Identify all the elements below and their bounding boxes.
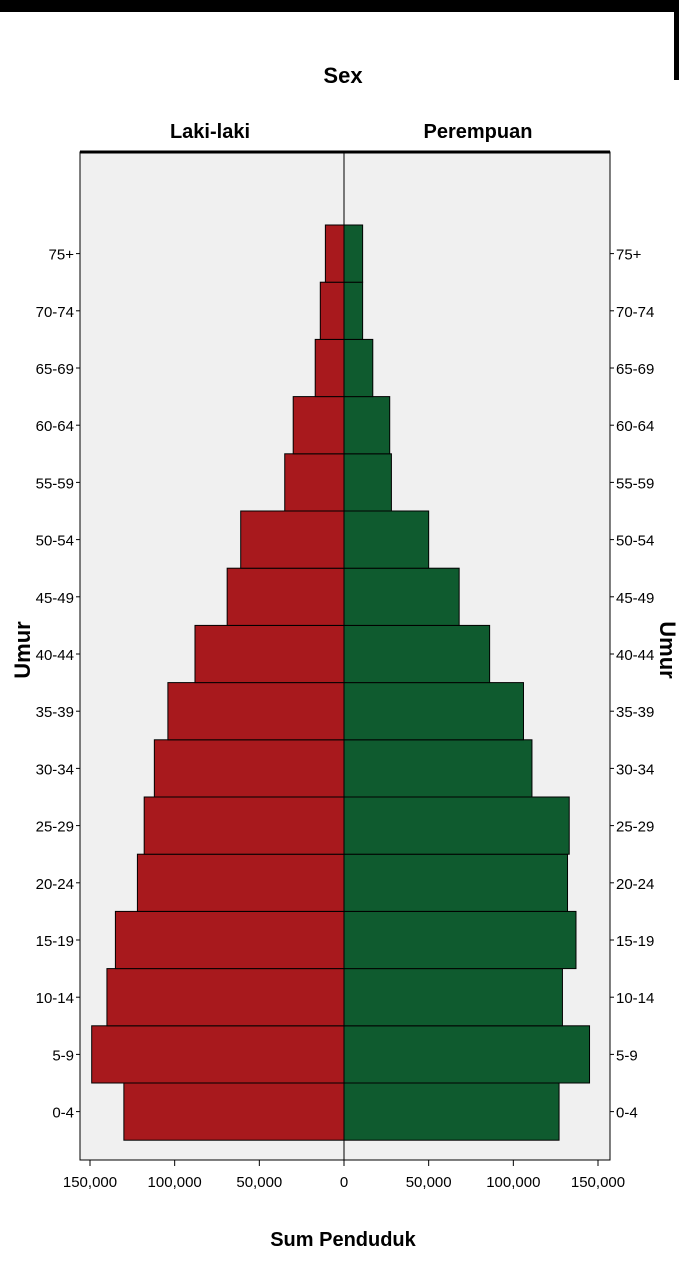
x-tick-label: 150,000 <box>571 1174 625 1191</box>
bar-perempuan-40-44 <box>343 624 491 684</box>
x-axis-label: Sum Penduduk <box>270 1229 416 1251</box>
y-tick-label-left: 25-29 <box>36 819 74 836</box>
y-tick-label-left: 15-19 <box>36 933 74 950</box>
x-tick-label: 100,000 <box>148 1174 202 1191</box>
bar-laki-laki-70-74 <box>319 281 345 340</box>
bar-perempuan-65-69 <box>343 338 374 398</box>
y-tick-label-right: 45-49 <box>616 590 654 607</box>
bar-laki-laki-30-34 <box>153 739 345 798</box>
bar-laki-laki-40-44 <box>194 624 345 684</box>
bar-perempuan-5-9 <box>343 1025 591 1084</box>
top-border <box>0 0 679 12</box>
bar-laki-laki-55-59 <box>284 453 345 512</box>
y-tick-label-left: 45-49 <box>36 590 74 607</box>
bar-laki-laki-65-69 <box>314 338 345 398</box>
y-tick-label-right: 20-24 <box>616 876 654 893</box>
y-tick-label-right: 50-54 <box>616 533 654 550</box>
bar-perempuan-45-49 <box>343 567 460 626</box>
y-tick-label-left: 60-64 <box>36 418 74 435</box>
bar-laki-laki-10-14 <box>106 968 345 1027</box>
bar-perempuan-35-39 <box>343 682 524 741</box>
y-tick-label-left: 30-34 <box>36 761 74 778</box>
x-tick-label: 50,000 <box>236 1174 282 1191</box>
y-tick-label-right: 10-14 <box>616 990 654 1007</box>
y-tick-label-right: 60-64 <box>616 418 654 435</box>
y-tick-label-right: 0-4 <box>616 1105 638 1122</box>
y-tick-label-right: 75+ <box>616 247 642 264</box>
x-tick-label: 150,000 <box>63 1174 117 1191</box>
y-tick-label-left: 40-44 <box>36 647 74 664</box>
x-tick-label: 50,000 <box>406 1174 452 1191</box>
bar-laki-laki-0-4 <box>123 1082 345 1141</box>
bar-perempuan-60-64 <box>343 396 391 455</box>
bar-laki-laki-35-39 <box>167 682 345 741</box>
y-tick-label-right: 40-44 <box>616 647 654 664</box>
bar-perempuan-50-54 <box>343 510 430 569</box>
bar-perempuan-15-19 <box>343 910 577 970</box>
panel-label-perempuan: Perempuan <box>424 121 533 143</box>
y-tick-label-right: 55-59 <box>616 475 654 492</box>
panel-label-laki-laki: Laki-laki <box>170 121 250 143</box>
bar-laki-laki-75+ <box>324 224 345 283</box>
bar-perempuan-55-59 <box>343 453 392 512</box>
bar-perempuan-20-24 <box>343 853 569 912</box>
bar-laki-laki-60-64 <box>292 396 345 455</box>
bar-perempuan-10-14 <box>343 968 563 1027</box>
bar-laki-laki-15-19 <box>114 910 345 970</box>
y-tick-label-left: 0-4 <box>52 1105 74 1122</box>
chart-title: Sex <box>323 63 363 88</box>
y-tick-label-right: 15-19 <box>616 933 654 950</box>
y-tick-label-left: 10-14 <box>36 990 74 1007</box>
y-tick-label-right: 25-29 <box>616 819 654 836</box>
bar-perempuan-25-29 <box>343 796 570 855</box>
y-tick-label-left: 65-69 <box>36 361 74 378</box>
bar-laki-laki-50-54 <box>240 510 345 569</box>
y-tick-label-left: 70-74 <box>36 304 74 321</box>
bar-laki-laki-45-49 <box>226 567 345 626</box>
y-axis-label-right: Umur <box>655 621 679 679</box>
bar-laki-laki-25-29 <box>143 796 345 855</box>
y-tick-label-left: 5-9 <box>52 1047 74 1064</box>
bar-perempuan-0-4 <box>343 1082 560 1141</box>
x-tick-label: 0 <box>340 1174 348 1191</box>
y-tick-label-left: 55-59 <box>36 475 74 492</box>
y-tick-label-left: 75+ <box>49 247 75 264</box>
x-tick-label: 100,000 <box>486 1174 540 1191</box>
y-axis-label-left: Umur <box>10 621 35 679</box>
y-tick-label-left: 50-54 <box>36 533 74 550</box>
bar-perempuan-75+ <box>343 224 364 283</box>
bar-laki-laki-20-24 <box>136 853 345 912</box>
bar-laki-laki-5-9 <box>91 1025 345 1084</box>
bar-perempuan-30-34 <box>343 739 533 798</box>
y-tick-label-right: 35-39 <box>616 704 654 721</box>
y-tick-label-right: 5-9 <box>616 1047 638 1064</box>
bar-perempuan-70-74 <box>343 281 364 340</box>
y-tick-label-left: 35-39 <box>36 704 74 721</box>
y-tick-label-right: 30-34 <box>616 761 654 778</box>
y-tick-label-left: 20-24 <box>36 876 74 893</box>
right-border <box>674 0 679 80</box>
y-tick-label-right: 65-69 <box>616 361 654 378</box>
y-tick-label-right: 70-74 <box>616 304 654 321</box>
